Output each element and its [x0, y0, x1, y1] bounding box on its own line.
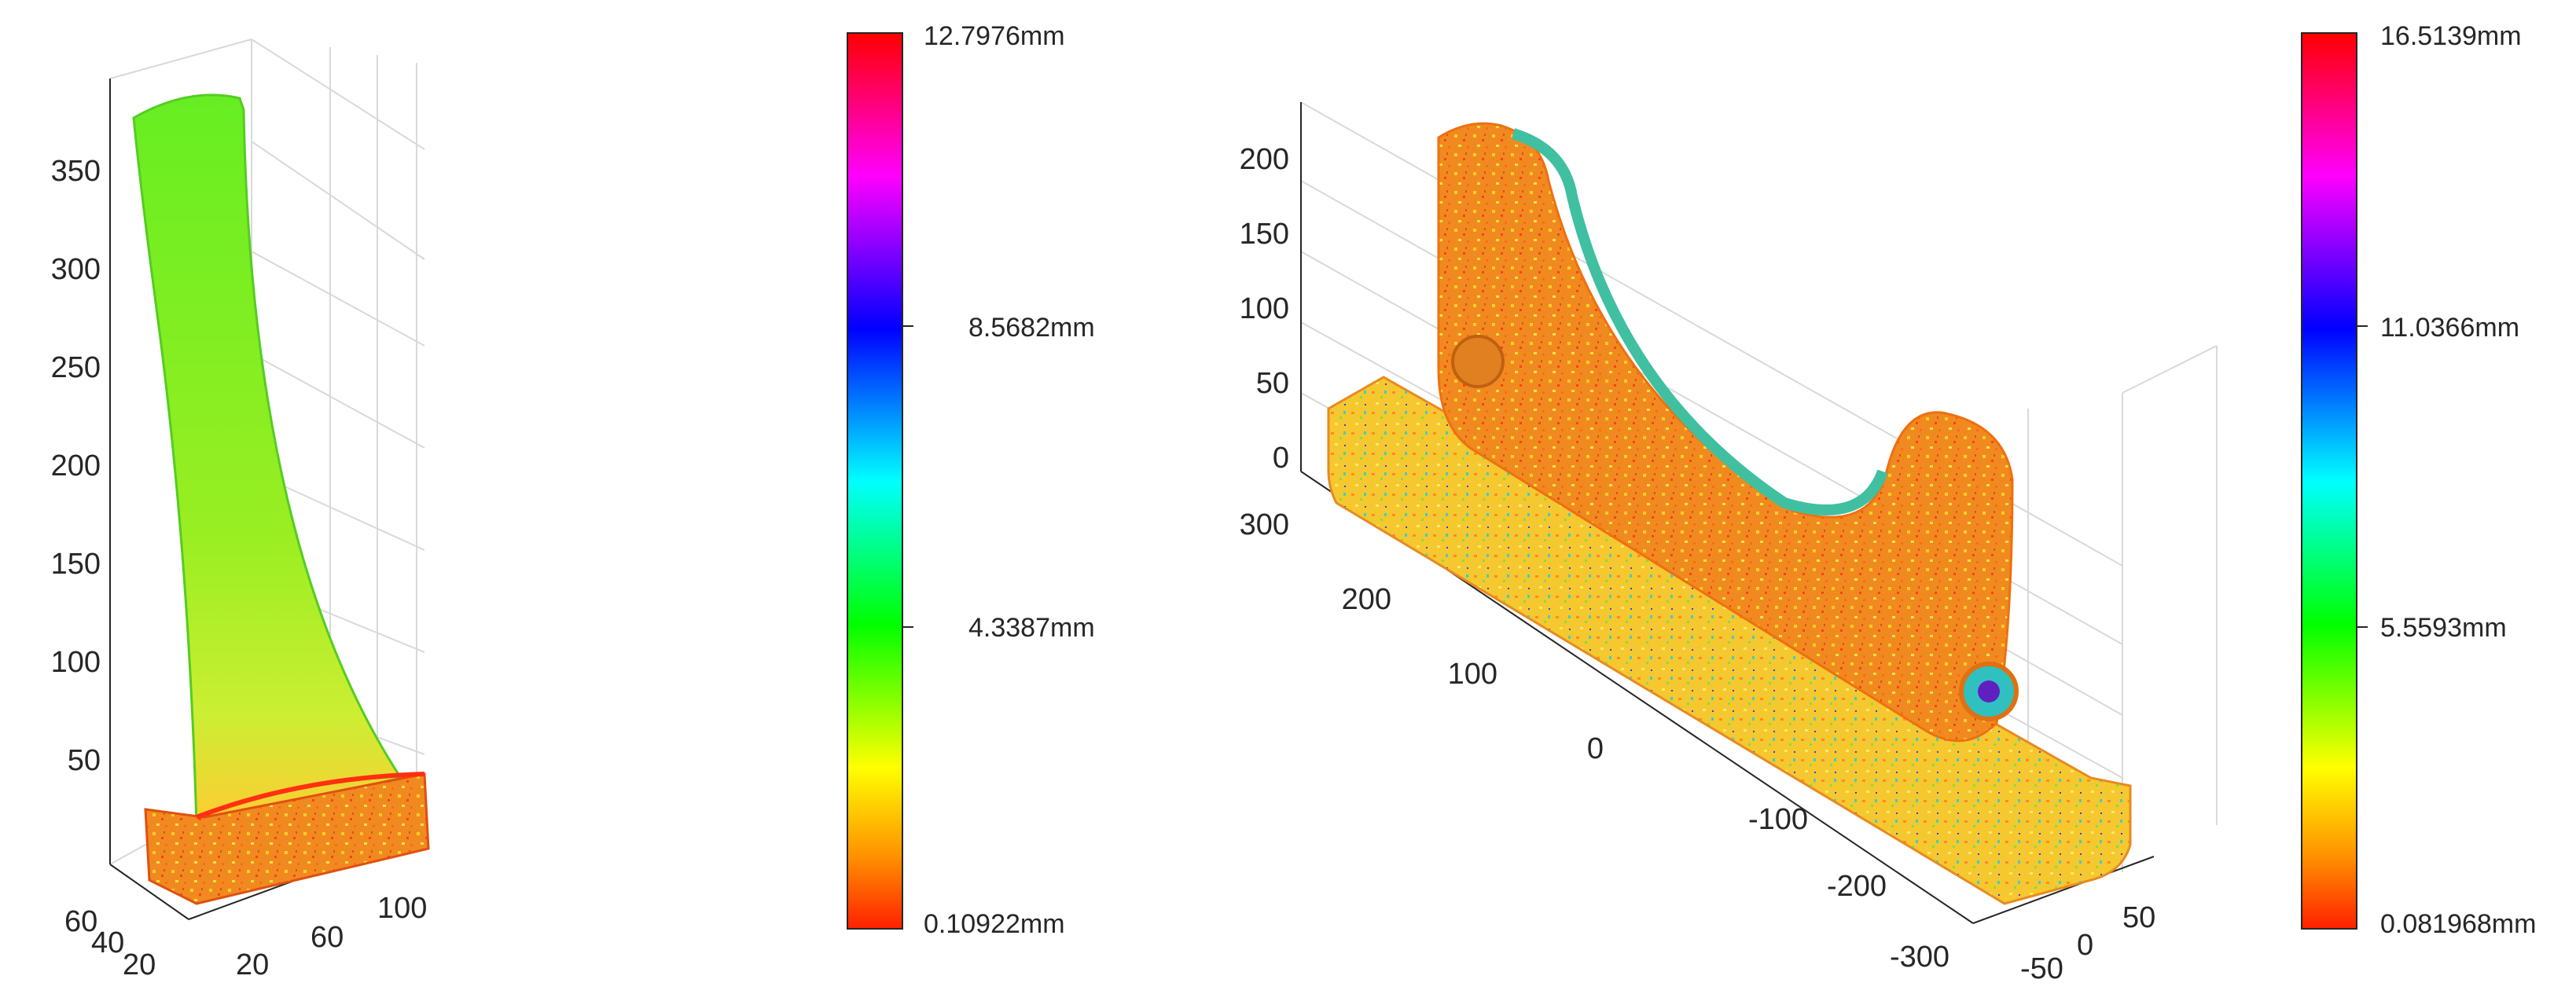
- z-tick-100: 100: [1240, 292, 1289, 325]
- right-x-ticks: -50 0 50: [2020, 901, 2155, 985]
- left-y-ticks: 60 40 20: [64, 905, 156, 981]
- turbine-blade-airfoil: [132, 94, 403, 827]
- z-tick-150: 150: [51, 548, 101, 581]
- y-tick-60: 60: [64, 905, 97, 938]
- left-colorbar-max-label: 12.7976mm: [924, 21, 1065, 51]
- z-tick-100: 100: [51, 646, 101, 679]
- z-tick-200: 200: [51, 449, 101, 482]
- x-tick-60: 60: [311, 921, 344, 954]
- y-tick-0: 0: [1587, 732, 1604, 765]
- y-tick-100: 100: [1448, 658, 1497, 691]
- right-colorbar: 16.5139mm 11.0366mm 5.5593mm 0.081968mm: [2301, 21, 2536, 939]
- y-tick-20: 20: [123, 948, 156, 981]
- right-colorbar-min-label: 0.081968mm: [2380, 909, 2536, 939]
- right-3d-plot: 200 150 100 50 0 300 200 100 0 -100 -200…: [1240, 101, 2218, 985]
- right-colorbar-gradient: [2301, 32, 2357, 930]
- left-colorbar: 12.7976mm 8.5682mm 4.3387mm 0.10922mm: [847, 21, 1095, 939]
- turbine-blade-root: [144, 772, 430, 905]
- x-tick-20: 20: [236, 948, 269, 981]
- y-tick-neg300: -300: [1890, 941, 1949, 974]
- x-tick-50: 50: [2122, 901, 2155, 934]
- z-tick-50: 50: [1256, 367, 1289, 400]
- y-tick-40: 40: [91, 926, 124, 959]
- right-z-ticks: 200 150 100 50 0: [1240, 143, 1289, 475]
- left-colorbar-min-label: 0.10922mm: [924, 909, 1065, 939]
- right-colorbar-label-3: 5.5593mm: [2380, 613, 2507, 643]
- left-x-ticks: 20 60 100: [236, 892, 427, 981]
- x-tick-neg50: -50: [2020, 952, 2063, 985]
- bracket-upright: [1437, 122, 2014, 743]
- left-3d-plot: 350 300 250 200 150 100 50 60 40 20 20 6…: [51, 39, 430, 981]
- y-tick-neg200: -200: [1827, 870, 1887, 903]
- y-tick-200: 200: [1342, 583, 1391, 616]
- right-colorbar-max-label: 16.5139mm: [2380, 21, 2522, 51]
- bolt-hole-back: [1451, 335, 1505, 388]
- z-tick-150: 150: [1240, 218, 1289, 251]
- z-tick-50: 50: [68, 744, 101, 777]
- blade-root-edge: [195, 772, 425, 820]
- x-tick-0: 0: [2077, 929, 2093, 962]
- x-tick-100: 100: [377, 892, 427, 925]
- bracket-base: [1327, 376, 2132, 905]
- bracket-saddle-edge: [1511, 128, 1888, 515]
- left-colorbar-label-2: 8.5682mm: [968, 313, 1095, 343]
- y-tick-neg100: -100: [1748, 803, 1808, 836]
- right-colorbar-label-2: 11.0366mm: [2380, 313, 2519, 343]
- z-tick-0: 0: [1273, 442, 1289, 475]
- bolt-hole-center: [1978, 680, 2000, 702]
- left-colorbar-gradient: [847, 32, 903, 930]
- z-tick-250: 250: [51, 351, 101, 384]
- left-z-ticks: 350 300 250 200 150 100 50: [51, 155, 101, 777]
- y-tick-300: 300: [1240, 508, 1289, 541]
- left-colorbar-label-3: 4.3387mm: [968, 613, 1095, 643]
- right-y-ticks: 300 200 100 0 -100 -200 -300: [1240, 508, 1949, 974]
- z-tick-200: 200: [1240, 143, 1289, 176]
- z-tick-300: 300: [51, 253, 101, 286]
- z-tick-350: 350: [51, 155, 101, 188]
